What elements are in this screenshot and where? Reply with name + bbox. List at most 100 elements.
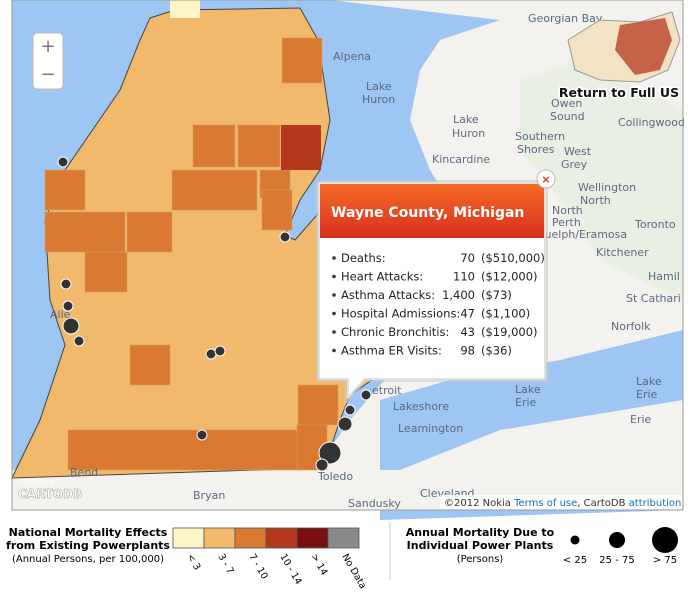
row-label: Heart Attacks: [341,270,423,284]
counties [44,37,339,471]
map-label: Owen [551,97,582,110]
legend-title: Individual Power Plants [407,539,554,552]
popup-rows: Deaths: 70 ($510,000) Heart Attacks: 110 ($12… [332,251,545,358]
map-label: Perth [552,216,581,229]
logo: CARTODB [18,487,82,501]
size-label: > 75 [653,555,677,566]
land [300,400,683,510]
map-label: Alpena [333,50,371,63]
legend: National Mortality Effects from Existing… [6,522,678,591]
popup-title: Wayne County, Michigan [331,205,524,221]
map-label: Guelph/Eramosa [536,228,627,241]
map-border [11,0,684,511]
logo-small: POWERED BY [18,479,58,486]
size-swatch [570,535,580,545]
map-label: Lake [515,383,541,396]
map-label: Sound [550,110,585,123]
map-label: Shores [517,143,555,156]
map: Georgian BayAlpenaLakeHuronLakeHuronOwen… [11,0,685,520]
class-label: 3 - 7 [215,552,235,576]
class-label: 7 - 10 [246,552,269,581]
map-label: North [580,194,611,207]
attribution: ©2012 Nokia Terms of use, CartoDB attrib… [444,498,681,509]
terms-link[interactable]: Terms of use [513,498,577,509]
size-label: 25 - 75 [599,555,634,566]
popup: Wayne County, Michigan × Deaths: 70 ($510,… [316,169,556,406]
map-label: Erie [515,396,537,409]
row-count: 47 [460,307,475,321]
bullet [332,274,336,279]
class-swatch [234,527,267,549]
class-label: 10 - 14 [277,552,303,587]
plants [57,156,372,472]
zoom-out[interactable]: − [40,64,55,85]
row-cost: ($1,100) [481,307,530,321]
map-label: Norfolk [611,320,651,333]
class-label: > 14 [308,552,329,577]
separator: , CartoDB [577,498,625,509]
map-label: Collingwood [618,116,685,129]
return-button[interactable]: Return to Full US [557,84,680,102]
map-label: Kitchener [596,246,649,259]
map-label: Bend [70,466,98,479]
map-label: North [552,204,583,217]
size-label: < 25 [563,555,587,566]
map-label: Toronto [634,218,676,231]
map-label: Hamil [648,270,680,283]
map-label: Erie [636,388,658,401]
map-labels: Georgian BayAlpenaLakeHuronLakeHuronOwen… [50,12,685,510]
us-inset: Return to Full US [557,11,681,102]
legend-title: National Mortality Effects [9,526,168,539]
map-label: West [564,145,592,158]
map-label: Bryan [193,489,225,502]
close-icon[interactable]: × [541,173,550,186]
row-label: Chronic Bronchitis: [341,325,449,339]
map-label: Lakeshore [393,400,449,413]
attribution-link[interactable]: attribution [629,498,682,509]
map-label: Alle [50,308,71,321]
size-swatch [652,527,678,553]
county [170,0,200,18]
zoom-control: + − [32,32,64,90]
row-cost: ($36) [481,344,512,358]
map-label: Lake [636,375,662,388]
map-label: Sandusky [348,497,401,510]
row-cost: ($12,000) [481,270,538,284]
map-label: Huron [452,127,485,140]
map-label: Huron [362,93,395,106]
class-swatch [327,527,360,549]
row-count: 98 [460,344,475,358]
class-swatch [203,527,236,549]
row-cost: ($510,000) [481,251,545,265]
row-cost: ($73) [481,288,512,302]
legend-classes: < 3 3 - 7 7 - 10 10 - 14 > 14 No Data [172,527,368,591]
map-label: Kincardine [432,153,490,166]
zoom-in[interactable]: + [40,36,55,57]
copyright: ©2012 Nokia [444,498,511,509]
row-count: 70 [460,251,475,265]
bullet [332,330,336,334]
map-label: Erie [630,413,652,426]
map-label: Wellington [578,181,636,194]
size-swatch [609,532,625,548]
bullet [332,311,336,316]
row-label: Asthma ER Visits: [341,344,442,358]
map-label: Lake [453,113,479,126]
map-label: Georgian Bay [528,12,603,25]
legend-title: from Existing Powerplants [6,539,170,552]
map-label: Grey [561,158,588,171]
map-label: Leamington [398,422,463,435]
row-label: Deaths: [341,251,386,265]
legend-sizes: < 25 25 - 75 > 75 [563,527,678,566]
map-label: Lake [366,80,392,93]
county [281,125,321,170]
class-swatch [265,527,298,549]
attribution-bg [440,495,683,510]
land [12,468,320,510]
legend-subtitle: (Persons) [457,554,504,565]
map-label: St Cathari [626,292,681,305]
class-label: < 3 [184,552,202,572]
map-label: etroit [372,384,402,397]
bullet [332,293,336,297]
popup-close[interactable] [536,169,556,189]
